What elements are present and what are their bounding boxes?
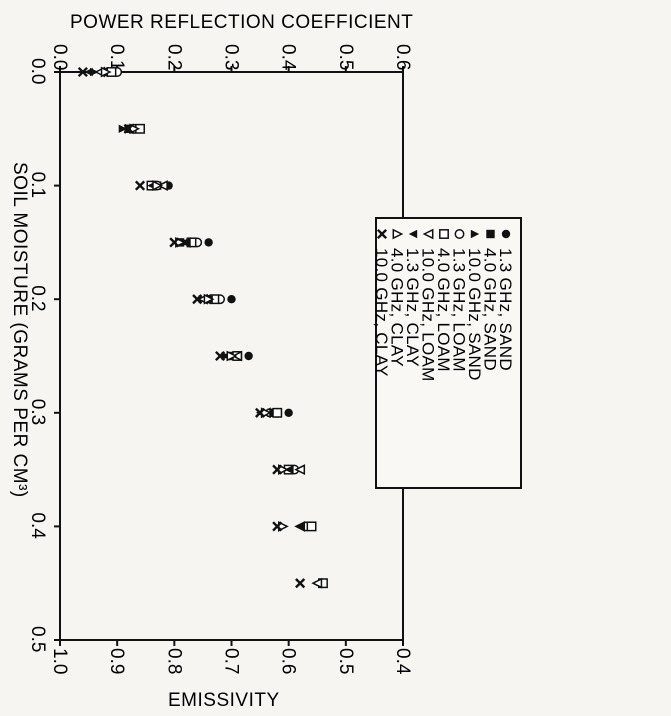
legend-marker [408,229,418,239]
reflection-tick-label: 0.6 [392,44,413,70]
legend-label: 4.0 GHz, SAND [481,248,500,371]
data-point [169,237,180,248]
data-point [272,464,283,475]
emissivity-axis-title: EMISSIVITY [168,690,280,711]
data-point [255,407,266,418]
data-point [294,464,306,476]
data-point [295,522,305,531]
reflection-tick-label: 0.5 [335,44,356,70]
legend-marker [454,229,465,239]
reflection-tick-label: 0.1 [106,44,127,70]
data-point [226,350,238,362]
data-point [203,293,215,305]
legend-label: 10.0 GHz, SAND [465,248,484,381]
moisture-tick-label: 0.4 [27,512,48,539]
data-point [295,578,306,589]
data-point [192,294,203,305]
legend-label: 10.0 GHz, LOAM [419,248,438,382]
data-point [84,67,93,77]
moisture-tick-label: 0.2 [27,285,48,311]
data-points [77,66,328,589]
data-point [244,351,253,361]
legend-marker [470,229,480,239]
legend-label: 10.0 GHz, CLAY [372,248,391,377]
data-point [311,577,323,589]
legend-marker [486,229,495,239]
moisture-axis-title: SOIL MOISTURE (GRAMS PER CM³) [9,162,30,498]
moisture-tick-label: 0.5 [27,626,48,652]
moisture-tick-label: 0.0 [27,58,48,84]
reflection-tick-label: 0.0 [49,44,70,70]
legend-marker [439,229,449,239]
reflection-tick-label: 0.2 [163,44,184,70]
emissivity-tick-label: 0.7 [221,648,242,674]
reflection-axis-title: POWER REFLECTION COEFFICIENT [70,12,413,33]
data-point [100,66,112,78]
data-point [123,123,134,134]
data-point [272,407,283,418]
emissivity-ticks: 1.0 0.9 0.8 0.7 0.6 0.5 0.4 [49,640,413,675]
legend-marker [422,228,434,240]
data-point [77,66,88,78]
emissivity-tick-label: 0.6 [278,648,299,674]
legend-label: 4.0 GHz, LOAM [434,248,453,372]
legend-label: 1.3 GHz, CLAY [403,248,422,367]
legend-label: 1.3 GHz, LOAM [450,248,469,372]
moisture-tick-label: 0.3 [27,399,48,425]
emissivity-tick-label: 0.5 [335,648,356,674]
moisture-tick-label: 0.1 [27,172,48,198]
emissivity-tick-label: 0.9 [106,648,127,674]
data-point [134,180,146,191]
data-point [227,295,236,304]
legend-marker [392,228,404,240]
data-point [215,350,226,362]
data-point [284,408,293,417]
reflection-tick-label: 0.4 [278,44,299,71]
legend-marker [501,229,511,239]
legend-marker [376,228,388,240]
legend-label: 4.0 GHz, CLAY [388,248,407,367]
emissivity-tick-label: 1.0 [49,648,70,674]
data-point [306,521,317,532]
reflection-tick-label: 0.3 [221,44,242,70]
data-point [272,521,283,532]
emissivity-tick-label: 0.8 [163,648,184,674]
emissivity-tick-label: 0.4 [392,648,413,675]
reflection-ticks: 0.0 0.1 0.2 0.3 0.4 0.5 0.6 [49,44,413,72]
legend-box [375,217,522,489]
legend-label: 1.3 GHz, SAND [496,248,515,371]
data-point [152,180,164,192]
data-point [204,238,213,247]
moisture-ticks: 0.0 0.1 0.2 0.3 0.4 0.5 [27,58,60,652]
